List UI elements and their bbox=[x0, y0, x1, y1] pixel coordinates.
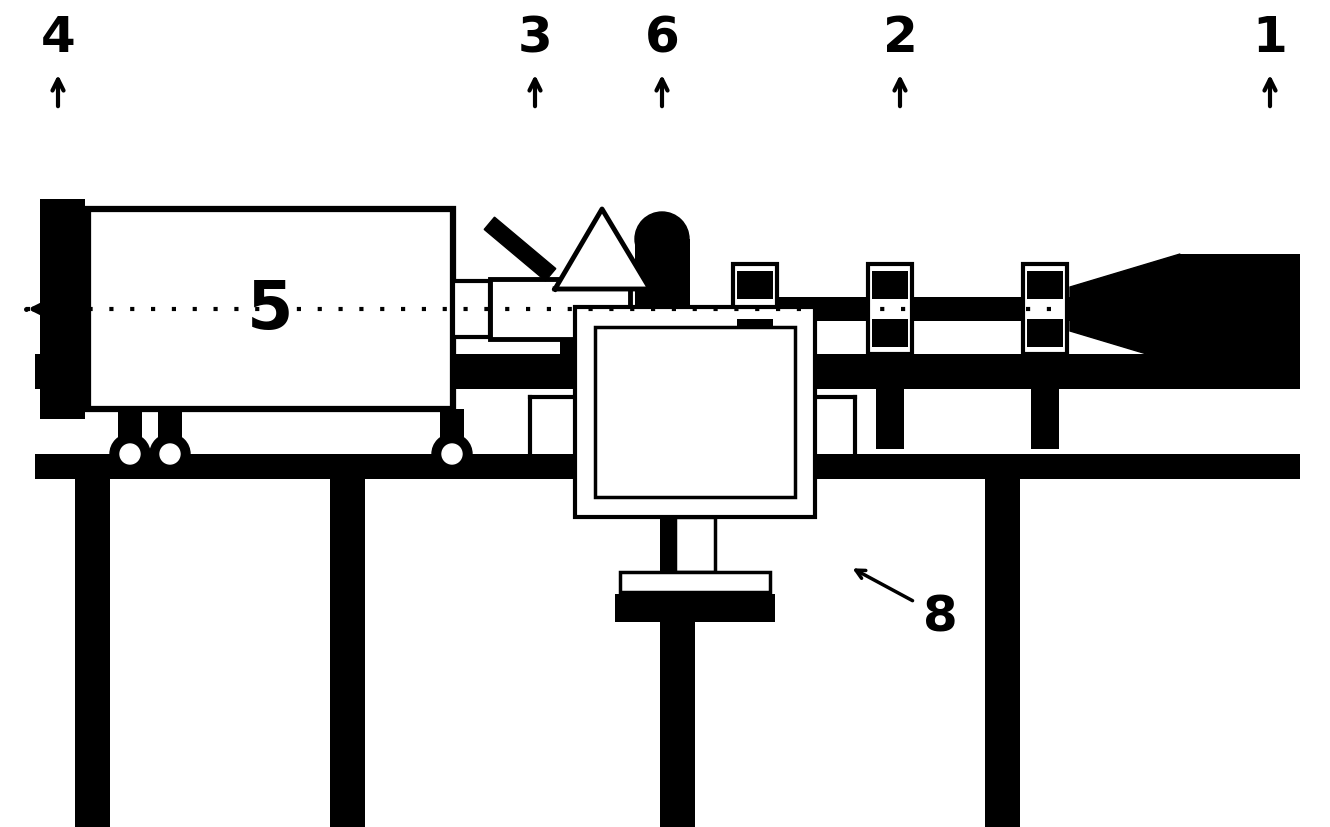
Bar bbox=[650, 380, 674, 455]
Circle shape bbox=[160, 444, 180, 465]
Circle shape bbox=[432, 434, 472, 475]
Bar bbox=[1031, 360, 1059, 449]
Circle shape bbox=[120, 444, 140, 465]
Bar bbox=[745, 355, 765, 390]
Bar bbox=[88, 210, 454, 409]
Text: 5: 5 bbox=[247, 277, 293, 342]
Circle shape bbox=[634, 352, 689, 407]
Bar bbox=[737, 272, 773, 299]
Bar bbox=[606, 455, 717, 485]
Bar bbox=[118, 409, 142, 455]
Text: 6: 6 bbox=[645, 14, 680, 62]
Bar bbox=[1035, 355, 1055, 390]
Bar bbox=[733, 265, 777, 355]
Bar bbox=[595, 327, 795, 497]
Text: 4: 4 bbox=[41, 14, 76, 62]
Text: 8: 8 bbox=[923, 593, 958, 641]
Bar bbox=[880, 355, 900, 390]
Bar bbox=[750, 298, 1071, 322]
Circle shape bbox=[110, 434, 150, 475]
Bar bbox=[614, 595, 775, 622]
Bar bbox=[741, 360, 769, 449]
Bar bbox=[35, 455, 1299, 480]
Bar bbox=[440, 409, 464, 455]
Bar bbox=[35, 355, 1299, 390]
Text: 3: 3 bbox=[517, 14, 552, 62]
Circle shape bbox=[634, 213, 689, 266]
Bar bbox=[872, 319, 908, 347]
Bar bbox=[1027, 319, 1063, 347]
Circle shape bbox=[150, 434, 190, 475]
Polygon shape bbox=[555, 210, 650, 289]
Bar bbox=[560, 340, 591, 390]
Bar bbox=[676, 518, 716, 572]
Bar bbox=[872, 272, 908, 299]
Bar bbox=[1027, 272, 1063, 299]
Bar bbox=[40, 200, 85, 419]
Bar bbox=[74, 455, 110, 827]
Bar bbox=[634, 240, 690, 380]
Text: 2: 2 bbox=[883, 14, 918, 62]
Bar bbox=[484, 218, 556, 281]
Bar bbox=[620, 572, 770, 592]
Bar bbox=[868, 265, 912, 355]
Bar bbox=[489, 280, 630, 340]
Text: 7: 7 bbox=[378, 213, 412, 261]
Bar bbox=[575, 308, 815, 518]
Bar bbox=[737, 319, 773, 347]
Circle shape bbox=[442, 444, 462, 465]
Bar bbox=[1023, 265, 1067, 355]
Bar bbox=[986, 455, 1020, 827]
Bar bbox=[660, 455, 696, 827]
Bar bbox=[454, 282, 489, 337]
Bar bbox=[330, 455, 364, 827]
Bar bbox=[1180, 255, 1299, 365]
Bar bbox=[158, 409, 182, 455]
Text: 1: 1 bbox=[1253, 14, 1287, 62]
Bar bbox=[876, 360, 904, 449]
Polygon shape bbox=[1071, 255, 1180, 365]
